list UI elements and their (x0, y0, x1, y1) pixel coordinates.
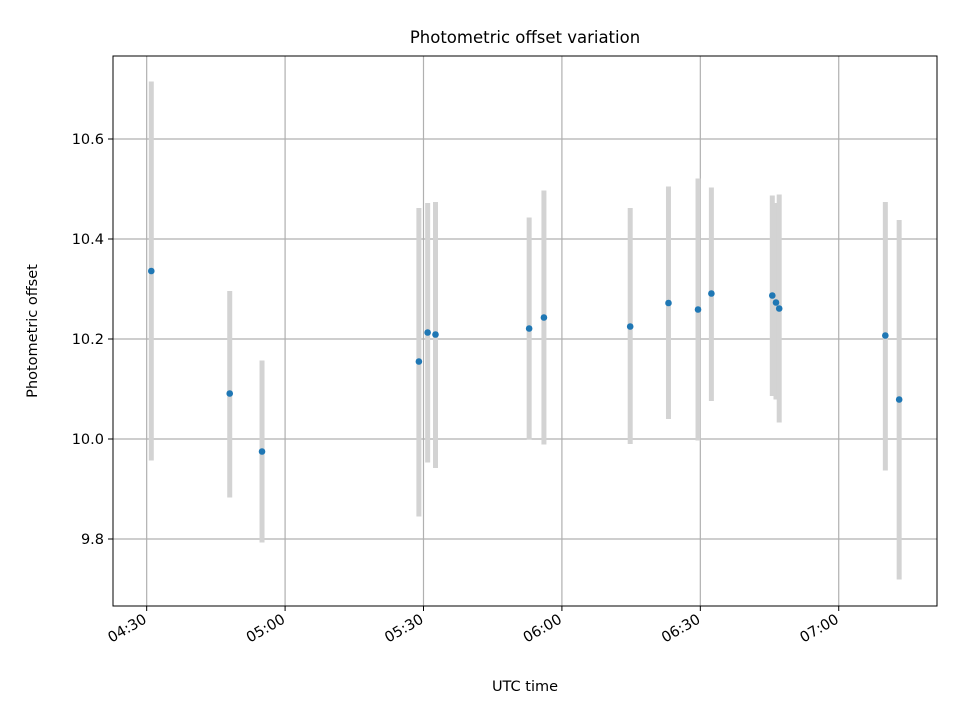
data-point (694, 306, 702, 313)
data-points (147, 267, 903, 455)
data-point (415, 358, 423, 365)
y-tick-label: 10.2 (72, 332, 104, 348)
y-tick-label: 9.8 (81, 532, 104, 548)
grid (113, 56, 937, 606)
data-point (424, 329, 431, 336)
y-axis-label: Photometric offset (25, 264, 41, 398)
data-point (895, 396, 903, 403)
plot-area (113, 56, 937, 606)
data-point (226, 390, 234, 397)
y-tick-label: 10.6 (72, 132, 104, 148)
data-point (626, 323, 634, 330)
data-point (258, 448, 266, 455)
data-point (432, 331, 439, 338)
x-axis-label: UTC time (492, 679, 558, 695)
data-point (540, 314, 548, 321)
axes-frame (112, 55, 938, 607)
data-point (147, 267, 155, 275)
data-point (708, 290, 715, 297)
y-tick-label: 10.4 (72, 232, 104, 248)
data-point (665, 299, 672, 307)
chart-title: Photometric offset variation (410, 28, 640, 47)
y-axis-ticks: 9.8 10.0 10.2 10.4 10.6 (72, 132, 113, 548)
data-point (768, 292, 776, 299)
data-point (882, 332, 889, 339)
data-point (775, 305, 783, 312)
data-point (772, 299, 780, 306)
data-point (525, 325, 533, 332)
y-tick-label: 10.0 (72, 432, 104, 448)
